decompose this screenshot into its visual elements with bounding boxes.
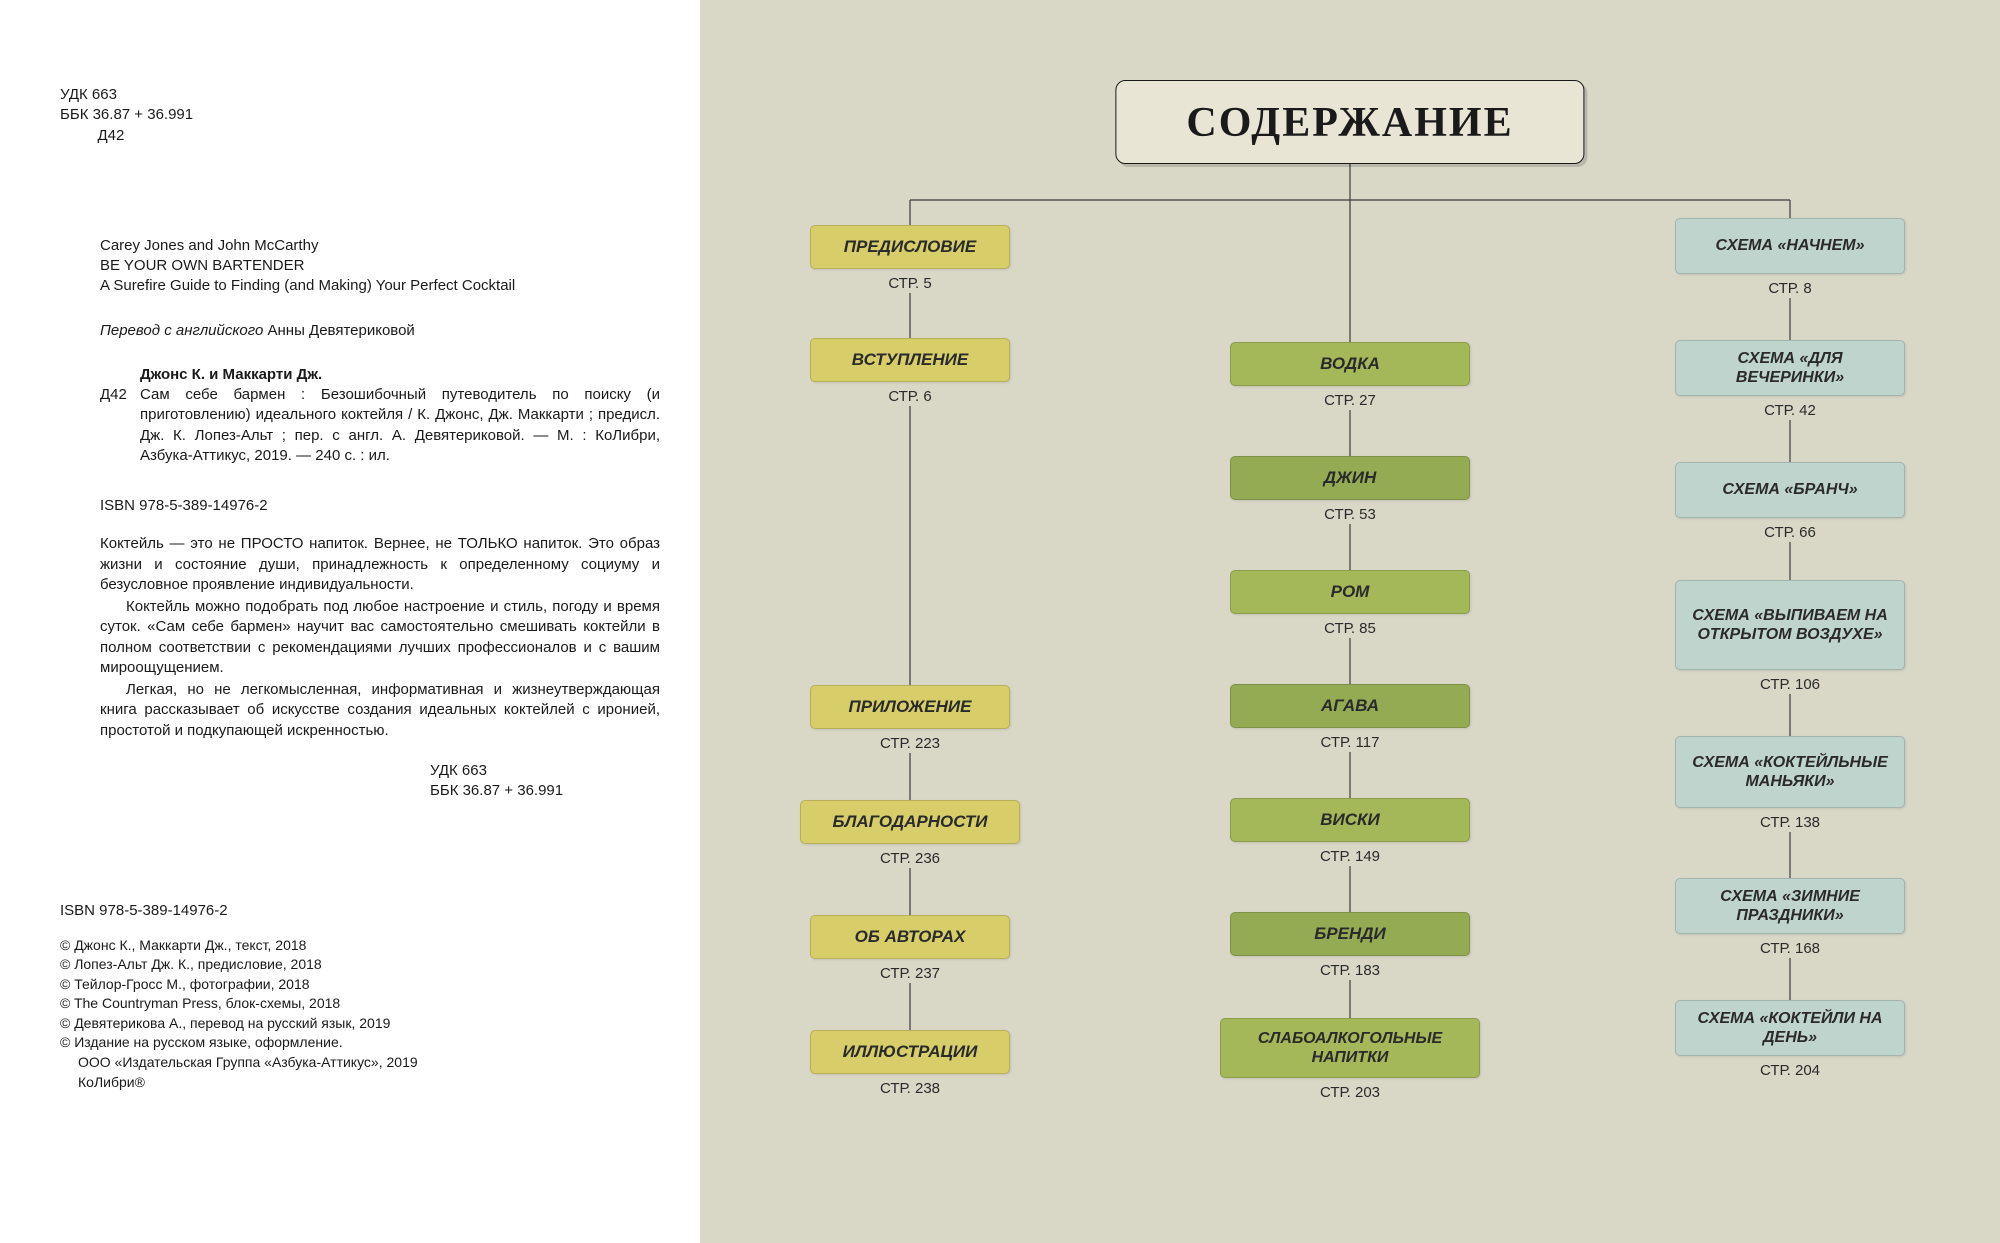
copyright-line: © The Countryman Press, блок-схемы, 2018 bbox=[60, 994, 660, 1014]
udc2-b: ББК 36.87 + 36.991 bbox=[430, 781, 660, 801]
copyrights-block: © Джонс К., Маккарти Дж., текст, 2018© Л… bbox=[60, 936, 660, 1093]
toc-node: БЛАГОДАРНОСТИ СТР. 236 bbox=[800, 800, 1020, 867]
toc-node: БРЕНДИ СТР. 183 bbox=[1230, 912, 1470, 979]
para-3: Легкая, но не легкомысленная, информатив… bbox=[100, 680, 660, 741]
rus-authors: Джонс К. и Маккарти Дж. bbox=[140, 365, 322, 385]
orig-title: BE YOUR OWN BARTENDER bbox=[100, 256, 660, 276]
toc-node-page: СТР. 149 bbox=[1230, 848, 1470, 865]
toc-node-box: СХЕМА «КОКТЕЙЛИ НА ДЕНЬ» bbox=[1675, 1000, 1905, 1056]
copyright-line: © Джонс К., Маккарти Дж., текст, 2018 bbox=[60, 936, 660, 956]
copyright-line: ООО «Издательская Группа «Азбука-Аттикус… bbox=[60, 1053, 660, 1073]
toc-node: СХЕМА «НАЧНЕМ» СТР. 8 bbox=[1675, 218, 1905, 297]
toc-node-page: СТР. 42 bbox=[1675, 402, 1905, 419]
toc-node-page: СТР. 66 bbox=[1675, 524, 1905, 541]
toc-node-page: СТР. 106 bbox=[1675, 676, 1905, 693]
toc-node-box: ПРЕДИСЛОВИЕ bbox=[810, 225, 1010, 269]
toc-node: СХЕМА «ЗИМНИЕ ПРАЗДНИКИ» СТР. 168 bbox=[1675, 878, 1905, 957]
udc-line: УДК 663 bbox=[60, 85, 660, 105]
toc-node-page: СТР. 236 bbox=[800, 850, 1020, 867]
toc-node: ПРЕДИСЛОВИЕ СТР. 5 bbox=[810, 225, 1010, 292]
toc-node-box: СХЕМА «КОКТЕЙЛЬНЫЕ МАНЬЯКИ» bbox=[1675, 736, 1905, 808]
copyright-line: КоЛибри® bbox=[60, 1073, 660, 1093]
toc-node-page: СТР. 8 bbox=[1675, 280, 1905, 297]
toc-node-box: СХЕМА «ДЛЯ ВЕЧЕРИНКИ» bbox=[1675, 340, 1905, 396]
description-block: Коктейль — это не ПРОСТО напиток. Вернее… bbox=[100, 534, 660, 741]
left-page: УДК 663 ББК 36.87 + 36.991 Д42 Carey Jon… bbox=[0, 0, 700, 1243]
toc-node-page: СТР. 168 bbox=[1675, 940, 1905, 957]
toc-node-page: СТР. 6 bbox=[810, 388, 1010, 405]
toc-node-page: СТР. 117 bbox=[1230, 734, 1470, 751]
toc-node-box: ВСТУПЛЕНИЕ bbox=[810, 338, 1010, 382]
toc-node-page: СТР. 203 bbox=[1220, 1084, 1480, 1101]
copyright-line: © Издание на русском языке, оформление. bbox=[60, 1033, 660, 1053]
toc-node-page: СТР. 85 bbox=[1230, 620, 1470, 637]
toc-node-box: СХЕМА «НАЧНЕМ» bbox=[1675, 218, 1905, 274]
isbn-2: ISBN 978-5-389-14976-2 bbox=[60, 901, 660, 921]
toc-node-box: СХЕМА «ЗИМНИЕ ПРАЗДНИКИ» bbox=[1675, 878, 1905, 934]
copyright-line: © Девятерикова А., перевод на русский яз… bbox=[60, 1014, 660, 1034]
toc-node: СЛАБОАЛКОГОЛЬНЫЕ НАПИТКИ СТР. 203 bbox=[1220, 1018, 1480, 1101]
udc-block: УДК 663 ББК 36.87 + 36.991 Д42 bbox=[60, 85, 660, 146]
toc-node-box: ВИСКИ bbox=[1230, 798, 1470, 842]
toc-node: СХЕМА «КОКТЕЙЛЬНЫЕ МАНЬЯКИ» СТР. 138 bbox=[1675, 736, 1905, 831]
para-2: Коктейль можно подобрать под любое настр… bbox=[100, 597, 660, 678]
toc-node: РОМ СТР. 85 bbox=[1230, 570, 1470, 637]
translation-label: Перевод с английского bbox=[100, 322, 263, 339]
toc-node-page: СТР. 204 bbox=[1675, 1062, 1905, 1079]
toc-node-box: ПРИЛОЖЕНИЕ bbox=[810, 685, 1010, 729]
bib-text: Сам себе бармен : Безошибочный путеводит… bbox=[140, 385, 660, 466]
translator-block: Перевод с английского Анны Девятериковой bbox=[100, 321, 660, 341]
right-page: СОДЕРЖАНИЕ ПРЕДИСЛОВИЕ СТР. 5 ВСТУПЛЕНИЕ СТ… bbox=[700, 0, 2000, 1243]
translator-name: Анны Девятериковой bbox=[263, 322, 414, 339]
bbk-line: ББК 36.87 + 36.991 bbox=[60, 105, 660, 125]
bibliographic-block: Джонс К. и Маккарти Дж. Д42 Сам себе бар… bbox=[100, 365, 660, 466]
toc-node: АГАВА СТР. 117 bbox=[1230, 684, 1470, 751]
toc-node-box: ВОДКА bbox=[1230, 342, 1470, 386]
toc-title-box: СОДЕРЖАНИЕ bbox=[1115, 80, 1584, 164]
orig-authors: Carey Jones and John McCarthy bbox=[100, 236, 660, 256]
toc-node: ВИСКИ СТР. 149 bbox=[1230, 798, 1470, 865]
udc-block-2: УДК 663 ББК 36.87 + 36.991 bbox=[430, 761, 660, 802]
toc-node-box: ИЛЛЮСТРАЦИИ bbox=[810, 1030, 1010, 1074]
toc-node: ДЖИН СТР. 53 bbox=[1230, 456, 1470, 523]
toc-node-box: БРЕНДИ bbox=[1230, 912, 1470, 956]
copyright-line: © Лопез-Альт Дж. К., предисловие, 2018 bbox=[60, 955, 660, 975]
d42-tag-2: Д42 bbox=[100, 385, 140, 466]
toc-node: ПРИЛОЖЕНИЕ СТР. 223 bbox=[810, 685, 1010, 752]
toc-node-page: СТР. 223 bbox=[810, 735, 1010, 752]
toc-node-box: СХЕМА «ВЫПИВАЕМ НА ОТКРЫТОМ ВОЗДУХЕ» bbox=[1675, 580, 1905, 670]
toc-title: СОДЕРЖАНИЕ bbox=[1186, 99, 1513, 147]
d42-line: Д42 bbox=[60, 126, 660, 146]
toc-node-page: СТР. 138 bbox=[1675, 814, 1905, 831]
toc-node: СХЕМА «ДЛЯ ВЕЧЕРИНКИ» СТР. 42 bbox=[1675, 340, 1905, 419]
toc-node: ВСТУПЛЕНИЕ СТР. 6 bbox=[810, 338, 1010, 405]
toc-node-page: СТР. 53 bbox=[1230, 506, 1470, 523]
copyright-line: © Тейлор-Гросс М., фотографии, 2018 bbox=[60, 975, 660, 995]
toc-node-page: СТР. 183 bbox=[1230, 962, 1470, 979]
toc-node: ИЛЛЮСТРАЦИИ СТР. 238 bbox=[810, 1030, 1010, 1097]
toc-node-box: АГАВА bbox=[1230, 684, 1470, 728]
toc-node-page: СТР. 27 bbox=[1230, 392, 1470, 409]
d42-tag bbox=[100, 365, 140, 385]
toc-node-box: СЛАБОАЛКОГОЛЬНЫЕ НАПИТКИ bbox=[1220, 1018, 1480, 1078]
orig-subtitle: A Surefire Guide to Finding (and Making)… bbox=[100, 276, 660, 296]
toc-node: ОБ АВТОРАХ СТР. 237 bbox=[810, 915, 1010, 982]
toc-node-box: БЛАГОДАРНОСТИ bbox=[800, 800, 1020, 844]
toc-node-page: СТР. 238 bbox=[810, 1080, 1010, 1097]
toc-node-page: СТР. 237 bbox=[810, 965, 1010, 982]
original-title-block: Carey Jones and John McCarthy BE YOUR OW… bbox=[100, 236, 660, 297]
toc-node: СХЕМА «КОКТЕЙЛИ НА ДЕНЬ» СТР. 204 bbox=[1675, 1000, 1905, 1079]
para-1: Коктейль — это не ПРОСТО напиток. Вернее… bbox=[100, 534, 660, 595]
toc-node: СХЕМА «БРАНЧ» СТР. 66 bbox=[1675, 462, 1905, 541]
toc-node-box: СХЕМА «БРАНЧ» bbox=[1675, 462, 1905, 518]
toc-node-box: ДЖИН bbox=[1230, 456, 1470, 500]
toc-node-box: ОБ АВТОРАХ bbox=[810, 915, 1010, 959]
toc-node: ВОДКА СТР. 27 bbox=[1230, 342, 1470, 409]
toc-node: СХЕМА «ВЫПИВАЕМ НА ОТКРЫТОМ ВОЗДУХЕ» СТР.… bbox=[1675, 580, 1905, 693]
isbn-1: ISBN 978-5-389-14976-2 bbox=[100, 496, 660, 516]
toc-node-page: СТР. 5 bbox=[810, 275, 1010, 292]
udc2-a: УДК 663 bbox=[430, 761, 660, 781]
toc-node-box: РОМ bbox=[1230, 570, 1470, 614]
